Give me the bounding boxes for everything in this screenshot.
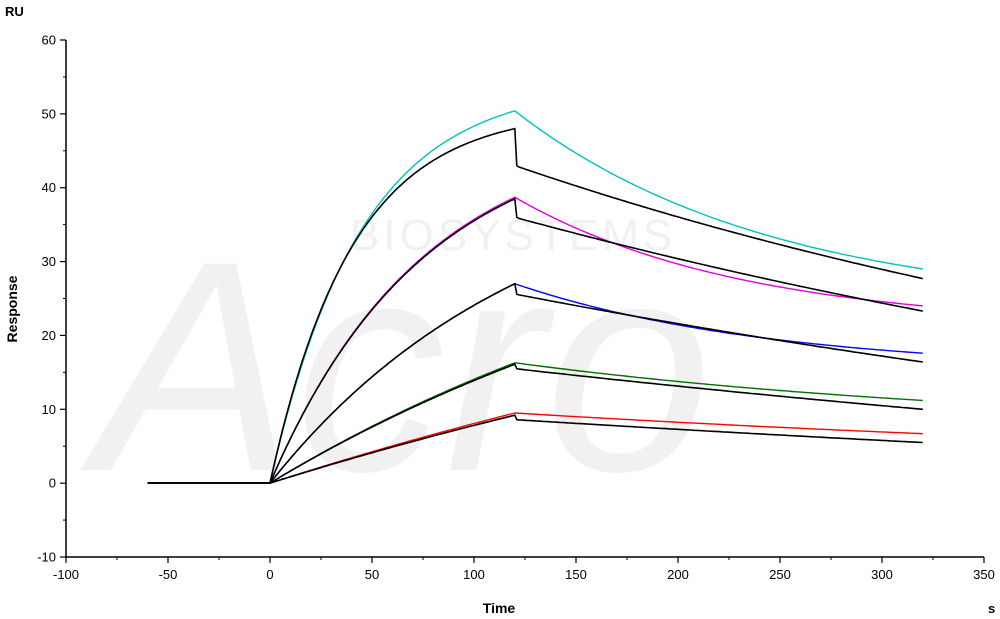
fit-curve-1: [147, 127, 923, 484]
y-tick-label: 50: [42, 106, 56, 121]
x-tick-label: 350: [973, 567, 995, 582]
plot-lines: [147, 110, 923, 484]
y-tick-label: 60: [42, 33, 56, 48]
x-tick-label: 0: [266, 567, 273, 582]
fit-curve-7: [147, 363, 923, 484]
x-tick-label: 100: [463, 567, 485, 582]
y-unit-label: RU: [5, 4, 24, 19]
watermark-sub-text: BIOSYSTEMS: [350, 211, 676, 260]
x-tick-label: 200: [667, 567, 689, 582]
y-tick-label: 0: [49, 476, 56, 491]
fit-curve-5: [147, 282, 923, 484]
x-tick-label: -50: [159, 567, 178, 582]
y-tick-label: 40: [42, 180, 56, 195]
x-tick-label: 50: [365, 567, 379, 582]
x-tick-label: -100: [53, 567, 79, 582]
x-tick-label: 150: [565, 567, 587, 582]
y-tick-label: 30: [42, 254, 56, 269]
watermark: Acro BIOSYSTEMS: [76, 198, 712, 534]
fit-curve-3: [147, 197, 923, 484]
watermark-logo-text: Acro: [76, 198, 712, 534]
y-axis-title: Response: [4, 275, 20, 342]
fit-curve-9: [147, 414, 923, 484]
x-tick-label: 300: [871, 567, 893, 582]
x-axis-title: Time: [483, 600, 516, 616]
y-tick-label: -10: [37, 550, 56, 565]
x-tick-label: 250: [769, 567, 791, 582]
y-tick-label: 20: [42, 328, 56, 343]
y-tick-label: 10: [42, 402, 56, 417]
x-unit-label: s: [988, 601, 995, 616]
